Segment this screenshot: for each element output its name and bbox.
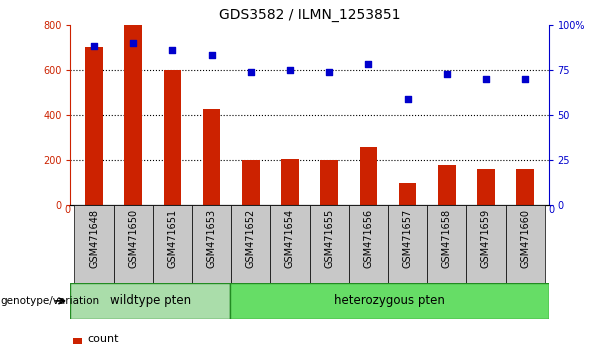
Text: GSM471653: GSM471653 <box>207 209 216 268</box>
Point <box>207 53 216 58</box>
Text: 0: 0 <box>549 205 555 215</box>
Text: wildtype pten: wildtype pten <box>110 295 191 307</box>
Bar <box>438 165 455 205</box>
Text: genotype/variation: genotype/variation <box>0 296 99 306</box>
Text: GSM471651: GSM471651 <box>167 209 177 268</box>
FancyBboxPatch shape <box>310 205 349 283</box>
FancyBboxPatch shape <box>230 283 549 319</box>
Point <box>285 67 295 73</box>
Bar <box>124 25 142 205</box>
FancyBboxPatch shape <box>113 205 153 283</box>
Bar <box>74 338 82 344</box>
FancyBboxPatch shape <box>153 205 192 283</box>
Text: GSM471648: GSM471648 <box>89 209 99 268</box>
Point <box>364 62 373 67</box>
Point <box>520 76 530 82</box>
FancyBboxPatch shape <box>74 205 113 283</box>
FancyBboxPatch shape <box>349 205 388 283</box>
Text: GSM471652: GSM471652 <box>246 209 256 268</box>
FancyBboxPatch shape <box>388 205 427 283</box>
Point <box>403 96 413 102</box>
Point <box>324 69 334 75</box>
Point <box>246 69 256 75</box>
Title: GDS3582 / ILMN_1253851: GDS3582 / ILMN_1253851 <box>219 8 400 22</box>
Bar <box>398 183 416 205</box>
FancyBboxPatch shape <box>70 283 230 319</box>
Text: GSM471650: GSM471650 <box>128 209 138 268</box>
FancyBboxPatch shape <box>466 205 506 283</box>
Point <box>128 40 138 46</box>
Point <box>167 47 177 53</box>
Point <box>89 44 99 49</box>
Text: GSM471657: GSM471657 <box>403 209 413 268</box>
Text: GSM471655: GSM471655 <box>324 209 334 268</box>
Bar <box>281 159 299 205</box>
FancyBboxPatch shape <box>231 205 270 283</box>
Bar <box>164 70 181 205</box>
Point <box>481 76 491 82</box>
Text: 0: 0 <box>64 205 70 215</box>
Text: count: count <box>88 334 119 344</box>
Text: GSM471660: GSM471660 <box>520 209 530 268</box>
Bar <box>85 47 103 205</box>
Text: heterozygous pten: heterozygous pten <box>334 295 444 307</box>
Bar <box>321 160 338 205</box>
Bar <box>516 169 534 205</box>
Bar <box>203 109 221 205</box>
Bar <box>242 160 259 205</box>
Text: GSM471656: GSM471656 <box>364 209 373 268</box>
FancyBboxPatch shape <box>427 205 466 283</box>
Point <box>442 71 452 76</box>
Text: GSM471654: GSM471654 <box>285 209 295 268</box>
FancyBboxPatch shape <box>270 205 310 283</box>
Text: GSM471659: GSM471659 <box>481 209 491 268</box>
FancyBboxPatch shape <box>192 205 231 283</box>
Text: GSM471658: GSM471658 <box>442 209 452 268</box>
Bar <box>477 169 495 205</box>
Bar <box>360 147 377 205</box>
FancyBboxPatch shape <box>506 205 545 283</box>
